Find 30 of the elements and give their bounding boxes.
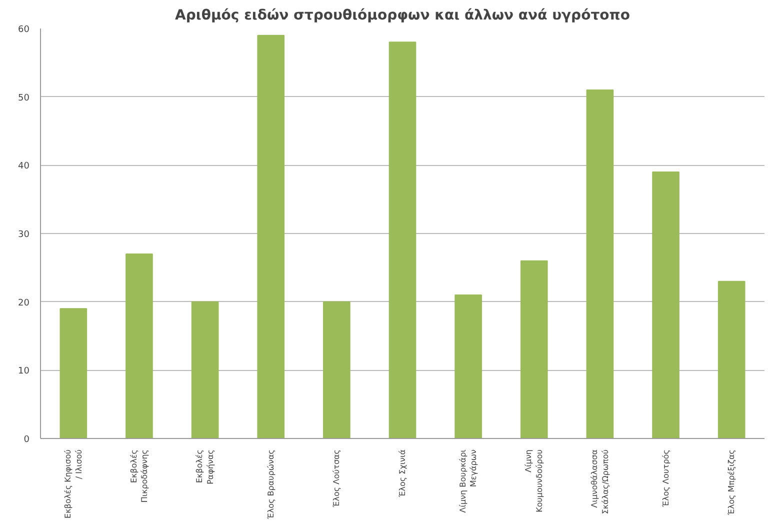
bar [586,90,614,438]
x-tick-label: Εκβολές Κηφισού / Ιλισού [64,449,84,518]
x-tick-label: Λίμνη Βουρκάρι Μεγάρων [458,448,478,513]
bar [652,172,680,438]
bar [126,254,153,438]
x-tick-label: Λιμνοθάλασσα Σκάλας/Ωρωπού [590,449,610,514]
x-tick-label: Έλος Λούτσας [332,450,342,508]
y-tick-label: 20 [18,298,30,308]
x-tick-label: Εκβολές Ραφήνας [195,449,215,484]
bar [718,280,746,438]
x-tick-label: Έλος Λουτρός [661,449,670,508]
y-tick-label: 50 [18,93,30,104]
x-tick-label: Έλος Βραυρώνας [266,449,276,520]
bar [520,260,548,438]
x-tick-label: Έλος Σχινιά [398,449,407,498]
bar [191,301,219,438]
y-tick-label: 60 [18,25,30,35]
bar [257,34,285,438]
y-tick-label: 0 [24,435,30,445]
x-tick-label: Έλος Μπρέξιζας [727,449,736,516]
bar [323,301,350,438]
y-tick-label: 30 [18,230,30,240]
y-tick-label: 10 [18,366,30,377]
bar [60,308,88,438]
x-tick-label: Εκβολές Πικροδάφνης [129,449,150,503]
chart-title: Αριθμός ειδών στρουθιόμορφων και άλλων ανά υγρότοπο [175,8,630,24]
x-tick-label: Λίμνη Κουμουνδούρου [524,449,544,512]
bar [454,294,482,438]
y-tick-label: 40 [18,162,30,172]
bar [388,42,416,438]
